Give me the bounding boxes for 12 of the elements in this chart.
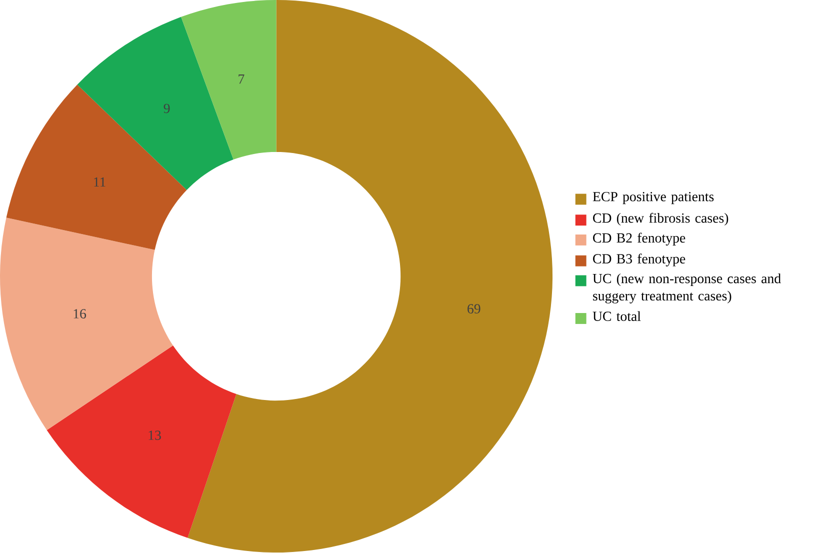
- data-label: 7: [238, 74, 244, 84]
- data-label: 16: [74, 309, 86, 319]
- legend-label: CD B2 fenotype: [593, 232, 686, 246]
- data-label: 69: [468, 304, 480, 314]
- data-label: 9: [164, 104, 170, 114]
- legend-label: UC (new non-response cases and suggery treatment cases): [592, 274, 781, 304]
- legend-label: CD B3 fenotype: [593, 254, 686, 267]
- legend-label: UC total: [592, 311, 641, 322]
- legend-label: CD (new fibrosis cases): [593, 213, 728, 226]
- data-label: 11: [94, 178, 106, 187]
- legend-label: ECP positive patients: [592, 192, 714, 204]
- data-label: 13: [148, 430, 161, 440]
